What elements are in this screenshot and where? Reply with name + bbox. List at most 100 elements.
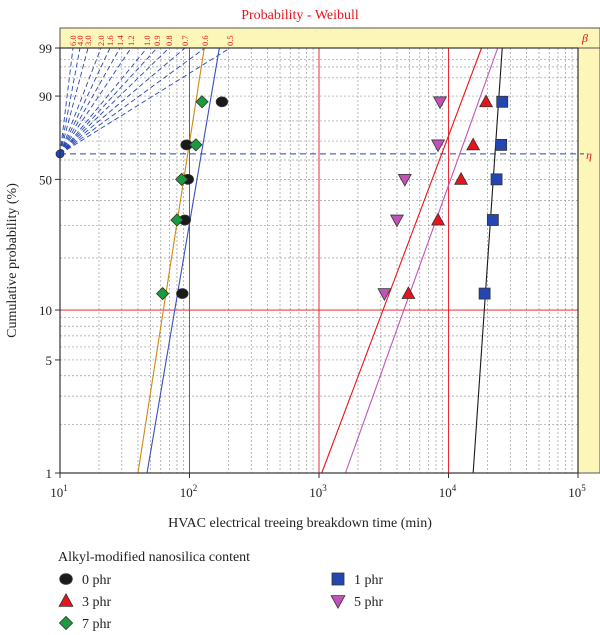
x-tick-label: 105 — [568, 483, 586, 500]
legend-label: 1 phr — [354, 573, 384, 588]
x-tick-label: 101 — [50, 483, 68, 500]
beta-scale-label: 3.0 — [83, 35, 93, 46]
legend-marker — [58, 615, 74, 631]
beta-scale-label: 1.4 — [115, 35, 125, 46]
series-7-phr — [155, 95, 209, 301]
x-tick-base: 10 — [309, 485, 322, 500]
beta-fan-line — [59, 47, 74, 154]
series-5-phr — [377, 96, 448, 302]
data-point — [479, 94, 494, 108]
y-tick-label: 10 — [39, 303, 52, 318]
x-tick-label: 102 — [180, 483, 198, 500]
beta-band-right — [577, 47, 600, 474]
legend-item: 3 phr — [58, 592, 112, 610]
x-axis-label: HVAC electrical treeing breakdown time (… — [168, 516, 432, 531]
beta-fan-line — [59, 47, 89, 155]
data-point — [189, 138, 203, 152]
x-tick-exp: 2 — [193, 483, 198, 493]
beta-scale-label: 0.9 — [152, 35, 162, 46]
beta-scale — [59, 47, 231, 155]
legend-item: 0 phr — [59, 573, 112, 588]
y-tick-label: 50 — [39, 172, 52, 187]
beta-fan-line — [59, 47, 132, 155]
data-point — [496, 95, 509, 108]
data-point — [175, 172, 189, 186]
beta-scale-label: 2.0 — [96, 35, 106, 46]
beta-fan-line — [59, 47, 148, 155]
data-point — [176, 288, 189, 299]
legend-marker — [330, 595, 346, 610]
data-point — [486, 214, 499, 226]
data-point — [170, 213, 184, 227]
beta-scale-label: 1.0 — [142, 35, 152, 46]
x-tick-base: 10 — [439, 485, 452, 500]
beta-fan-line — [59, 47, 170, 155]
x-tick-exp: 3 — [322, 483, 327, 493]
y-tick-label: 99 — [39, 41, 52, 56]
chart-title: Probability - Weibull — [241, 8, 359, 23]
data-point — [490, 173, 503, 186]
beta-scale-label: 6.0 — [68, 35, 78, 46]
data-point — [401, 286, 416, 299]
beta-scale-label: 0.5 — [225, 35, 235, 46]
x-tick-exp: 1 — [63, 483, 68, 493]
x-tick-label: 103 — [309, 483, 327, 500]
beta-scale-label: 4.0 — [75, 35, 85, 46]
series-3-phr — [401, 94, 494, 299]
beta-scale-label: 0.7 — [180, 35, 190, 46]
legend-marker — [331, 572, 345, 586]
beta-scale-label: 0.8 — [164, 35, 174, 46]
legend: Alkyl-modified nanosilica content 0 phr 3 … — [58, 550, 384, 632]
y-tick-label: 1 — [46, 466, 53, 481]
data-point — [431, 212, 446, 226]
fit-line — [321, 47, 483, 474]
y-tick-label: 5 — [46, 353, 53, 368]
legend-label: 5 phr — [354, 595, 384, 610]
x-tick-exp: 5 — [581, 483, 586, 493]
data-point — [431, 139, 446, 153]
beta-fan-line — [59, 47, 81, 155]
beta-fan-line — [59, 47, 186, 155]
legend-item: 7 phr — [58, 615, 112, 632]
legend-marker — [58, 592, 74, 607]
data-point — [195, 95, 209, 109]
legend-title: Alkyl-modified nanosilica content — [58, 550, 250, 565]
eta-label: η — [586, 148, 592, 162]
x-tick-exp: 4 — [452, 483, 457, 493]
legend-item: 1 phr — [331, 572, 384, 588]
series-0-phr — [176, 96, 229, 299]
y-tick-label: 90 — [39, 89, 52, 104]
beta-label: β — [581, 31, 588, 45]
fit-line — [344, 47, 499, 474]
data-point — [466, 137, 481, 151]
legend-marker — [59, 573, 73, 585]
series-1-phr — [478, 95, 509, 300]
x-tick-base: 10 — [180, 485, 193, 500]
beta-scale-label: 0.6 — [200, 35, 210, 46]
fit-line — [472, 47, 503, 474]
beta-fan-line — [59, 47, 121, 155]
beta-scale-label: 1.6 — [105, 35, 115, 46]
fit-line — [146, 47, 220, 474]
legend-label: 3 phr — [82, 595, 112, 610]
legend-label: 7 phr — [82, 617, 112, 632]
legend-label: 0 phr — [82, 573, 112, 588]
y-axis-label: Cumulative probability (%) — [5, 183, 20, 338]
data-point — [397, 173, 412, 187]
beta-fan-line — [59, 47, 231, 155]
x-tick-base: 10 — [50, 485, 63, 500]
data-point — [155, 286, 170, 301]
beta-scale-label: 1.2 — [126, 35, 136, 46]
data-point — [377, 288, 392, 302]
data-point — [454, 171, 469, 185]
data-point — [478, 287, 491, 300]
fit-line — [137, 47, 205, 474]
data-point — [495, 138, 508, 151]
beta-fan-line — [59, 47, 111, 155]
data-point — [389, 214, 404, 228]
beta-fan-line — [59, 47, 206, 155]
x-tick-base: 10 — [568, 485, 581, 500]
x-tick-label: 104 — [439, 483, 457, 500]
beta-band-top — [59, 27, 600, 49]
